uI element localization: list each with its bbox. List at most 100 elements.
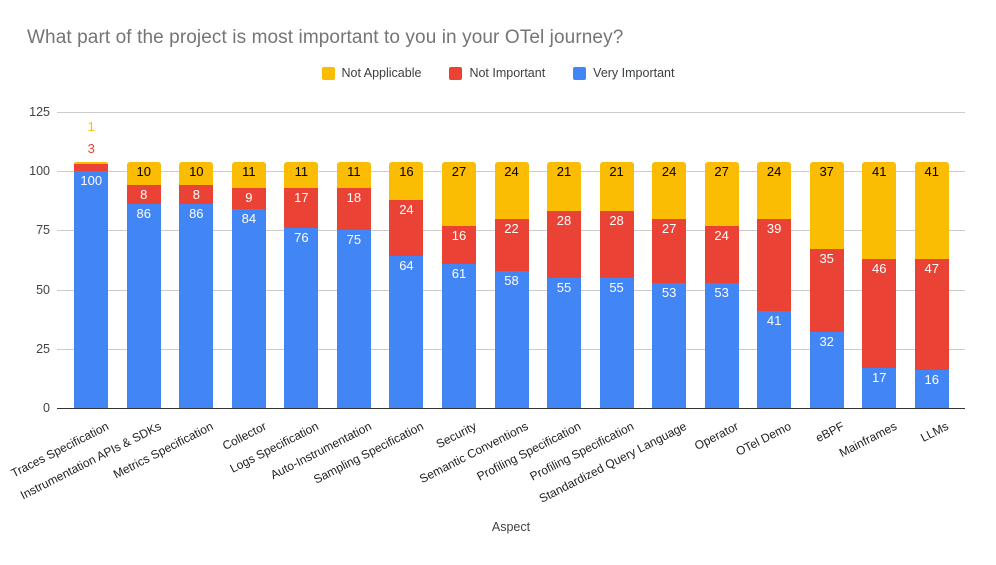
bar-segment[interactable]: 32 [809,332,844,408]
bar-segment[interactable]: 16 [389,161,424,200]
bar-segment[interactable]: 28 [547,211,582,278]
x-category-label: eBPF [812,419,847,446]
bar-value-label: 47 [924,260,939,276]
bar-segment[interactable]: 9 [231,187,266,210]
bar-segment[interactable]: 24 [389,199,424,257]
bar-segment[interactable]: 35 [809,249,844,333]
bar-segment[interactable]: 24 [704,225,739,283]
bar-segment[interactable]: 24 [652,161,687,219]
bar-segment[interactable]: 100 [74,171,109,408]
bar-value-label: 46 [871,260,887,276]
bar-value-label: 76 [294,230,309,246]
bar-segment[interactable]: 11 [336,161,371,188]
bar-value-label: 27 [451,163,467,179]
bar-segment[interactable]: 17 [862,367,897,408]
x-category-label: LLMs [918,419,952,445]
bar-value-label: 24 [661,163,677,179]
bar-value-label: 1 [87,118,95,134]
bar-segment[interactable]: 86 [126,204,161,408]
bar-segment[interactable]: 55 [599,277,634,408]
bar-segment[interactable]: 8 [179,185,214,205]
bar-segment[interactable]: 22 [494,218,529,271]
bar-value-label: 39 [766,220,782,236]
bar-value-label: 41 [871,163,887,179]
bar-value-label: 11 [347,163,361,179]
bar-value-label: 18 [346,189,362,205]
bar-segment[interactable] [74,161,109,165]
bar-value-label: 86 [136,206,152,222]
bar-segment[interactable]: 11 [231,161,266,188]
bar-segment[interactable]: 84 [231,209,266,408]
bar-value-label: 53 [661,284,677,300]
x-axis-line [57,408,965,409]
bar-segment[interactable]: 18 [336,187,371,231]
bar-segment[interactable]: 21 [547,161,582,212]
legend-label: Not Applicable [341,66,422,80]
bar-value-label: 24 [766,163,782,179]
bar-segment[interactable]: 53 [704,282,739,408]
bar-segment[interactable]: 47 [914,258,949,371]
bar-segment[interactable]: 27 [441,161,476,226]
bar-value-label: 16 [399,163,414,179]
legend-item-not-applicable[interactable]: Not Applicable [321,66,422,80]
bar-value-label: 32 [819,334,834,350]
bar-segment[interactable]: 10 [126,161,161,186]
legend-item-not-important[interactable]: Not Important [449,66,545,80]
bar-segment[interactable]: 27 [652,218,687,283]
bar-segment[interactable]: 24 [494,161,529,219]
bar-segment[interactable]: 55 [547,277,582,408]
bar-segment[interactable]: 53 [652,282,687,408]
bar-segment[interactable]: 76 [284,228,319,408]
bar-segment[interactable]: 11 [284,161,319,188]
bar-segment[interactable]: 46 [862,258,897,368]
bar-segment[interactable]: 41 [757,310,792,408]
bar-segment[interactable] [74,164,109,172]
bar-value-label: 11 [242,163,256,179]
legend-item-very-important[interactable]: Very Important [573,66,674,80]
y-tick-label: 100 [29,164,50,179]
bar-value-label: 9 [245,189,253,205]
bar-segment[interactable]: 17 [284,187,319,229]
bar-segment[interactable]: 41 [862,161,897,259]
bar-segment[interactable]: 86 [179,204,214,408]
bar-value-label: 21 [556,163,572,179]
bar-value-label: 64 [399,258,414,274]
bar-segment[interactable]: 64 [389,256,424,408]
bar-segment[interactable]: 37 [809,161,844,250]
bar-value-label: 28 [609,213,624,229]
bar-segment[interactable]: 41 [914,161,949,259]
y-tick-label: 75 [36,223,50,238]
bar-value-label: 11 [294,163,309,179]
legend-label: Not Important [469,66,546,80]
bar-value-label: 37 [819,163,834,179]
gridline [57,112,965,113]
bar-value-label: 17 [294,189,309,205]
bar-segment[interactable]: 10 [179,161,214,186]
bar-segment[interactable]: 21 [599,161,634,212]
bar-segment[interactable]: 16 [914,370,949,408]
x-category-label: Mainframes [836,419,899,460]
bar-segment[interactable]: 58 [494,270,529,408]
bar-value-label: 10 [189,163,204,179]
bar-value-label: 58 [504,272,519,288]
bar-segment[interactable]: 61 [441,263,476,408]
bar-value-label: 21 [609,163,624,179]
bar-value-label: 8 [140,187,148,203]
bar-segment[interactable]: 16 [441,225,476,264]
bar-segment[interactable]: 75 [336,230,371,408]
bar-value-label: 35 [819,251,834,267]
bar-segment[interactable]: 39 [757,218,792,311]
bar-value-label: 41 [924,163,939,179]
bar-segment[interactable]: 28 [599,211,634,278]
y-tick-label: 125 [29,105,50,119]
bar-segment[interactable]: 27 [704,161,739,226]
bar-segment[interactable]: 24 [757,161,792,219]
bar-value-label: 55 [609,279,624,295]
bar-value-label: 55 [556,279,572,295]
legend-label: Very Important [593,66,675,80]
bar-segment[interactable]: 8 [126,185,161,205]
bar-value-label: 17 [871,369,887,385]
